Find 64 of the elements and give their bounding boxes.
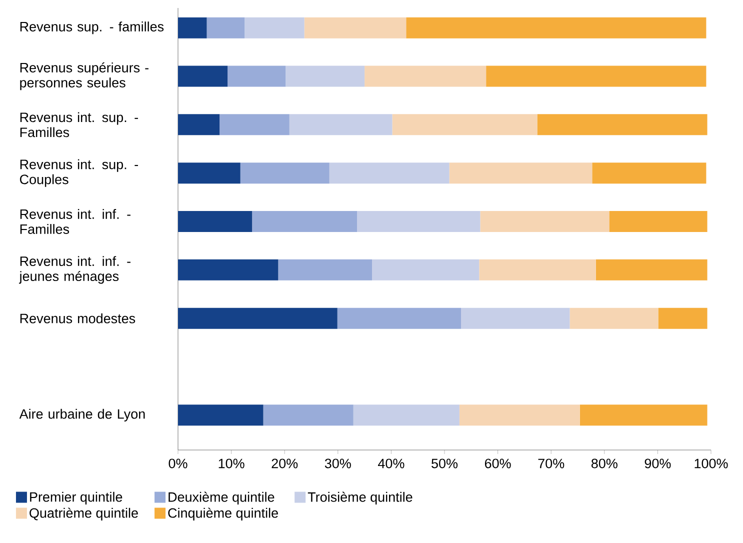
- bar: [596, 259, 708, 280]
- bar: [449, 162, 592, 184]
- legend-label: Deuxième quintile: [168, 492, 274, 505]
- bar: [178, 162, 240, 184]
- x-tick-label: 30%: [324, 458, 351, 468]
- bar: [406, 17, 706, 38]
- bar: [337, 308, 462, 329]
- bar: [178, 211, 252, 232]
- bar: [461, 308, 570, 329]
- bar: [537, 114, 708, 136]
- legend-label: Premier quintile: [30, 492, 122, 504]
- y-tick-label: Aire urbaine de Lyon: [19, 408, 145, 422]
- bar: [178, 114, 220, 136]
- x-tick-label: 10%: [218, 458, 244, 468]
- bar: [658, 308, 708, 329]
- bar: [329, 162, 450, 184]
- x-tick-label: 90%: [644, 458, 671, 468]
- bar: [178, 308, 338, 329]
- bar: [459, 404, 580, 426]
- bar: [289, 114, 392, 136]
- legend-label: Quatrième quintile: [30, 508, 138, 520]
- bar: [178, 66, 228, 87]
- x-tick-label: 50%: [432, 458, 458, 468]
- y-tick-label: Revenus int. sup. - Familles: [20, 112, 138, 138]
- bar: [240, 162, 330, 184]
- x-tick-label: 0%: [168, 458, 188, 468]
- bar: [353, 404, 460, 426]
- bar: [357, 211, 480, 232]
- x-tick-label: 40%: [378, 458, 404, 468]
- legend-label: Troisième quintile: [308, 492, 412, 505]
- bar: [178, 404, 264, 426]
- bar: [486, 66, 706, 87]
- bar: [252, 211, 358, 232]
- bar: [479, 259, 596, 280]
- x-tick-label: 100%: [694, 458, 728, 468]
- bar: [263, 404, 354, 426]
- y-tick-label: Revenus int. inf. - jeunes ménages: [18, 256, 130, 284]
- bar: [480, 211, 610, 232]
- bar: [392, 114, 538, 136]
- bar: [206, 17, 245, 38]
- bar: [364, 66, 486, 87]
- bar: [286, 66, 365, 87]
- bar: [228, 66, 286, 87]
- bar: [592, 162, 706, 184]
- bar: [304, 17, 406, 38]
- x-tick-label: 70%: [538, 458, 564, 468]
- bar: [278, 259, 372, 280]
- x-tick-label: 60%: [484, 458, 511, 468]
- legend-label: Cinquième quintile: [168, 508, 278, 520]
- y-tick-label: Revenus int. sup. - Couples: [20, 159, 138, 187]
- y-tick-label: Revenus int. inf. - Familles: [20, 209, 130, 234]
- bar: [220, 114, 290, 136]
- bar: [178, 17, 207, 38]
- bar: [244, 17, 304, 38]
- bar: [372, 259, 480, 280]
- y-tick-label: Revenus sup. - familles: [20, 22, 164, 34]
- bar: [570, 308, 658, 329]
- bar: [609, 211, 708, 232]
- x-tick-label: 20%: [272, 458, 298, 468]
- y-tick-label: Revenus modestes: [20, 313, 136, 324]
- x-tick-label: 80%: [591, 458, 618, 468]
- bar: [178, 259, 278, 280]
- y-tick-label: Revenus supérieurs - personnes seules: [20, 62, 148, 90]
- bar: [580, 404, 708, 426]
